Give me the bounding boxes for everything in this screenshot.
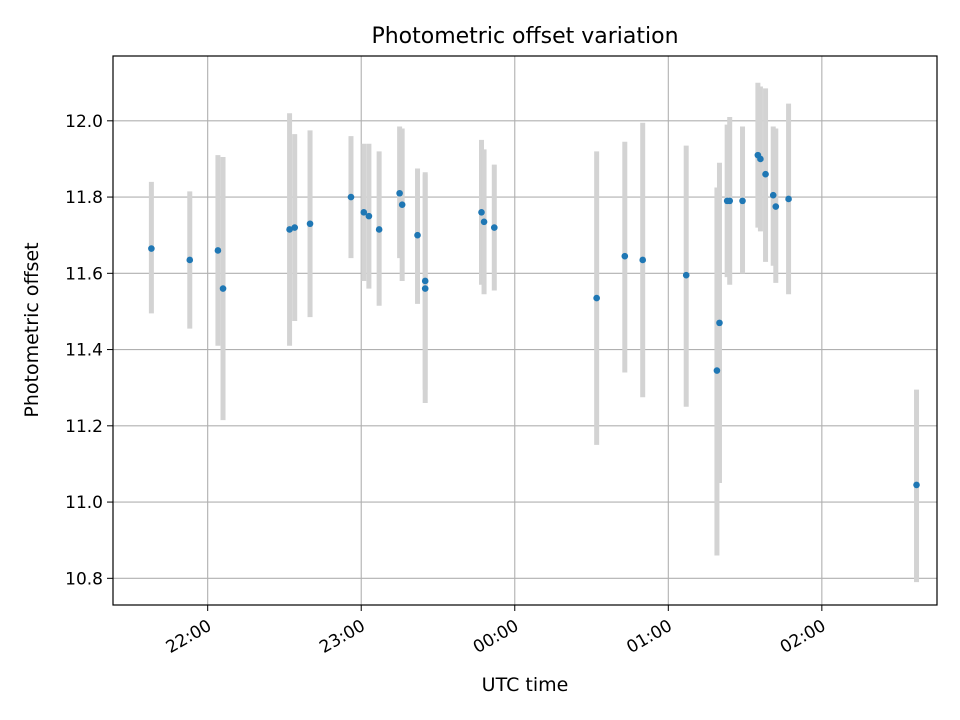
data-point xyxy=(421,285,429,292)
data-point xyxy=(360,209,368,216)
y-tick-label: 10.8 xyxy=(65,569,103,589)
data-point xyxy=(214,247,222,254)
data-point xyxy=(148,245,155,252)
data-point xyxy=(186,256,194,264)
data-point xyxy=(772,203,780,210)
plot-frame xyxy=(112,55,938,606)
y-tick-label: 11.6 xyxy=(65,264,103,284)
y-tick-label: 11.2 xyxy=(65,417,103,437)
y-axis-label: Photometric offset xyxy=(21,242,43,417)
y-tick-label: 11.8 xyxy=(65,188,103,208)
data-points xyxy=(148,151,920,489)
data-point xyxy=(593,294,600,302)
data-point xyxy=(375,226,383,233)
data-point xyxy=(421,277,429,285)
y-tick-label: 11.0 xyxy=(65,493,103,513)
grid xyxy=(113,56,937,605)
data-point xyxy=(306,220,314,228)
x-axis-label: UTC time xyxy=(482,674,569,696)
data-point xyxy=(365,212,373,220)
data-point xyxy=(219,285,227,292)
data-point xyxy=(769,191,777,199)
data-point xyxy=(398,201,406,208)
data-point xyxy=(785,195,792,203)
chart-title: Photometric offset variation xyxy=(371,24,678,49)
data-point xyxy=(347,193,355,201)
data-point xyxy=(396,189,403,197)
data-point xyxy=(682,271,690,279)
y-tick-label: 12.0 xyxy=(65,112,103,132)
data-point xyxy=(757,155,764,163)
data-point xyxy=(291,224,298,231)
data-point xyxy=(739,197,746,205)
y-axis-ticks: 10.8 11.0 11.2 11.4 11.6 11.8 12.0 xyxy=(65,112,113,589)
data-point xyxy=(286,226,293,233)
data-point xyxy=(913,481,920,489)
data-point xyxy=(621,252,629,260)
data-point xyxy=(726,197,734,205)
data-point xyxy=(490,224,498,231)
data-point xyxy=(762,170,769,178)
data-point xyxy=(716,319,723,327)
data-point xyxy=(414,231,421,239)
data-point xyxy=(639,256,647,264)
data-point xyxy=(713,367,721,374)
y-tick-label: 11.4 xyxy=(65,341,103,361)
data-point xyxy=(478,209,485,216)
data-point xyxy=(480,218,488,226)
